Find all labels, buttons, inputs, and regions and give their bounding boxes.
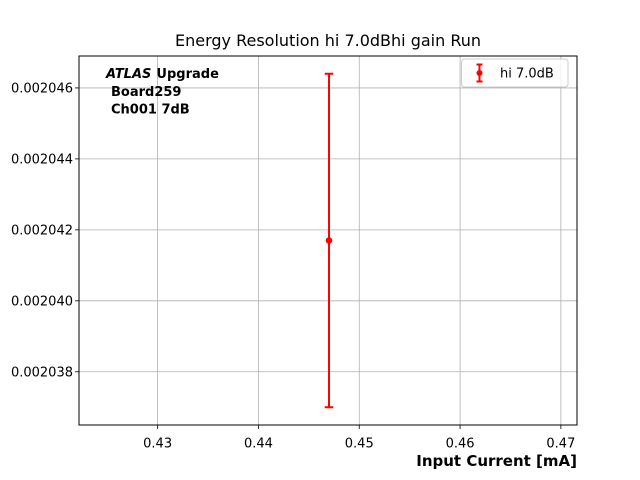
errorbar-point-icon <box>476 63 483 83</box>
legend-box <box>461 58 569 88</box>
series-layer <box>324 72 334 409</box>
data-point <box>325 237 333 244</box>
annotation-line-3: Ch001 7dB <box>111 103 190 118</box>
grid-layer <box>79 56 577 425</box>
annotation-upgrade: Upgrade <box>156 67 219 82</box>
y-tick-label: 0.002042 <box>11 223 73 238</box>
y-tick-label: 0.002044 <box>11 152 73 167</box>
y-tick-label: 0.002040 <box>11 294 73 309</box>
x-tick-label: 0.45 <box>345 437 374 452</box>
ticks-layer: 0.43 0.44 0.45 0.46 0.47 0.002038 0.002040 0.00… <box>11 81 575 451</box>
legend-entry-label: hi 7.0dB <box>500 67 554 82</box>
plot-annotation: ATLAS Upgrade Board259 Ch001 7dB <box>105 67 219 118</box>
annotation-atlas: ATLAS <box>105 67 151 82</box>
x-tick-label: 0.43 <box>143 437 172 452</box>
legend: hi 7.0dB <box>461 58 569 88</box>
annotation-line-1: ATLAS Upgrade <box>105 67 219 82</box>
x-tick-label: 0.46 <box>446 437 475 452</box>
x-tick-label: 0.44 <box>244 437 273 452</box>
plot-border <box>78 55 578 426</box>
chart-title: Energy Resolution hi 7.0dBhi gain Run <box>175 31 481 50</box>
y-tick-label: 0.002038 <box>11 365 73 380</box>
annotation-line-2: Board259 <box>111 85 181 100</box>
x-tick-label: 0.47 <box>546 437 575 452</box>
x-axis-label: Input Current [mA] <box>416 452 577 470</box>
y-tick-label: 0.002046 <box>11 81 73 96</box>
